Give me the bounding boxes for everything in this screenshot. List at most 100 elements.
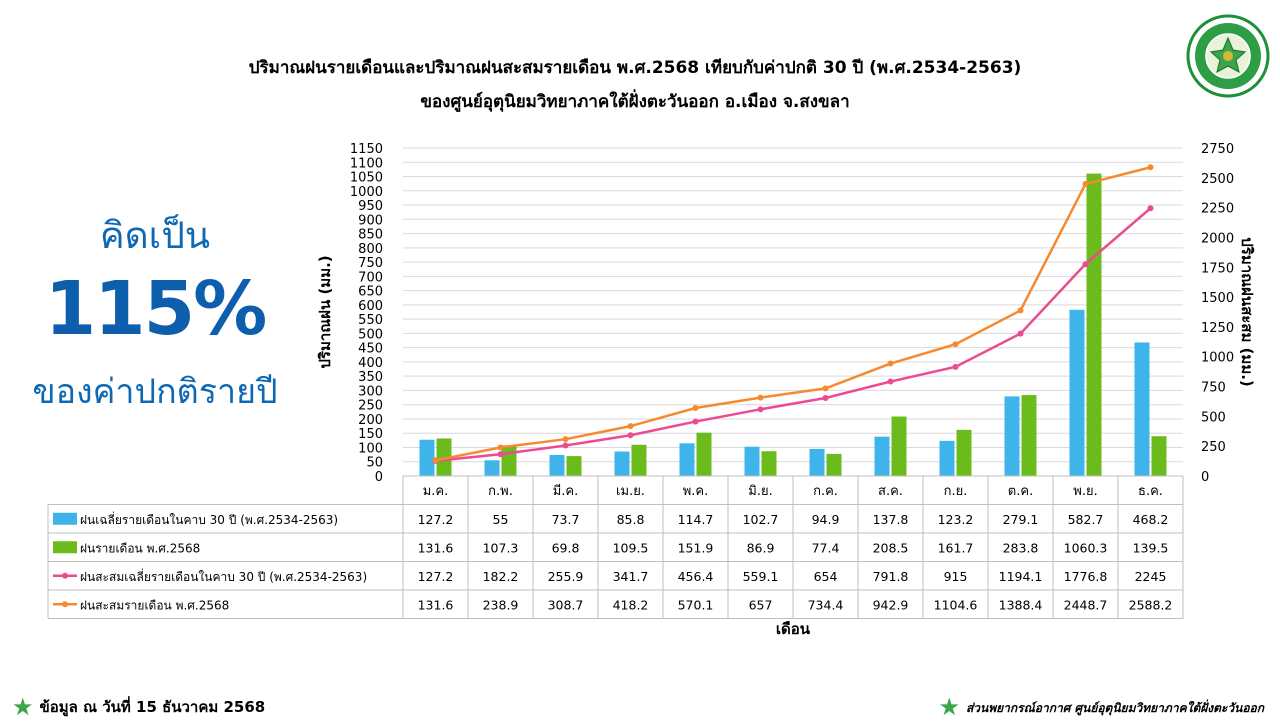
legend-swatch [53,541,77,554]
bar-normal [1069,309,1085,476]
percent-subcaption: ของค่าปกติรายปี [32,372,278,412]
data-table-cell: 94.9 [812,512,840,527]
y-tick-label: 450 [358,342,383,357]
data-table-cell: 942.9 [873,597,909,612]
line-point [692,418,699,425]
x-tick-label: พ.ย. [1073,484,1097,499]
y-tick-label: 1100 [350,156,383,171]
data-table-cell: 456.4 [678,569,714,584]
data-date-note: ★ ข้อมูล ณ วันที่ 15 ธันวาคม 2568 [12,693,265,721]
y-tick-label: 600 [358,299,383,314]
legend-label: ฝนเฉลี่ยรายเดือนในคาบ 30 ปี (พ.ศ.2534-25… [80,511,338,527]
line-point [952,341,959,348]
y-tick-label: 200 [358,413,383,428]
y-tick-label: 0 [375,470,383,485]
bar-normal [874,436,890,476]
star-icon: ★ [12,693,34,721]
y2-tick-label: 1250 [1201,321,1234,336]
data-table-cell: 107.3 [483,540,519,555]
data-table-cell: 2588.2 [1129,597,1173,612]
data-table-cell: 654 [814,569,838,584]
bar-monthly-2568 [566,456,582,476]
y2-tick-label: 1750 [1201,261,1234,276]
bar-normal [484,460,500,476]
data-table-cell: 127.2 [418,569,454,584]
x-tick-label: ส.ค. [878,484,903,499]
y2-tick-label: 1000 [1201,351,1234,366]
data-table-cell: 283.8 [1003,540,1039,555]
data-table-cell: 582.7 [1068,512,1104,527]
bar-normal [679,443,695,476]
data-table-cell: 131.6 [418,597,454,612]
x-tick-label: ก.ค. [813,484,838,499]
data-table-cell: 1776.8 [1064,569,1108,584]
legend-label: ฝนสะสมเฉลี่ยรายเดือนในคาบ 30 ปี (พ.ศ.253… [80,568,367,584]
y2-tick-label: 750 [1201,381,1226,396]
data-table-cell: 418.2 [613,597,649,612]
bar-normal [939,440,955,476]
data-table-cell: 109.5 [613,540,649,555]
y-tick-label: 550 [358,313,383,328]
line-point [1147,205,1154,212]
data-table-cell: 114.7 [678,512,714,527]
y-tick-label: 750 [358,256,383,271]
y2-tick-label: 500 [1201,410,1226,425]
line-cumulative-2568 [435,166,1151,462]
y-tick-label: 400 [358,356,383,371]
data-table-cell: 238.9 [483,597,519,612]
line-point [757,406,764,413]
data-table-cell: 137.8 [873,512,909,527]
line-point [887,360,894,367]
legend-label: ฝนสะสมรายเดือน พ.ศ.2568 [80,598,229,612]
x-axis-title: เดือน [776,620,811,638]
bar-normal [809,448,825,476]
y-tick-label: 100 [358,441,383,456]
bar-monthly-2568 [891,416,907,476]
bar-normal [1134,342,1150,476]
y-tick-label: 800 [358,242,383,257]
line-point [627,432,634,439]
percent-caption: คิดเป็น [99,214,211,257]
y-tick-label: 850 [358,228,383,243]
data-table-cell: 102.7 [743,512,779,527]
data-table-cell: 1104.6 [934,597,978,612]
data-table-cell: 182.2 [483,569,519,584]
data-table-cell: 657 [749,597,773,612]
data-table-cell: 734.4 [808,597,844,612]
line-point [952,363,959,370]
x-tick-label: พ.ค. [683,484,709,499]
x-tick-label: มิ.ย. [748,484,772,499]
data-table-cell: 1388.4 [999,597,1043,612]
data-table-cell: 468.2 [1133,512,1169,527]
y-tick-label: 900 [358,213,383,228]
line-point [432,457,439,464]
source-credit: ★ ส่วนพยากรณ์อากาศ ศูนย์อุตุนิยมวิทยาภาคใ… [938,693,1264,721]
data-table-cell: 161.7 [938,540,974,555]
bar-monthly-2568 [436,438,452,476]
line-point [692,405,699,412]
legend-swatch [62,601,68,608]
legend-swatch [53,512,77,525]
data-table-cell: 791.8 [873,569,909,584]
x-tick-label: ม.ค. [423,484,449,499]
y-tick-label: 650 [358,285,383,300]
x-tick-label: ธ.ค. [1138,484,1163,499]
bar-normal [549,454,565,476]
bar-normal [744,446,760,476]
source-credit-text: ส่วนพยากรณ์อากาศ ศูนย์อุตุนิยมวิทยาภาคใต… [965,701,1264,715]
bar-monthly-2568 [956,429,972,476]
chart-title-line2: ของศูนย์อุตุนิยมวิทยาภาคใต้ฝั่งตะวันออก … [420,92,850,112]
data-table-cell: 77.4 [812,540,840,555]
data-table-cell: 55 [493,512,509,527]
data-table-cell: 559.1 [743,569,779,584]
percent-of-normal-value: 115% [44,266,268,352]
bar-monthly-2568 [631,444,647,476]
data-table-cell: 73.7 [552,512,580,527]
line-point [562,436,569,443]
bar-monthly-2568 [1151,436,1167,476]
data-table-cell: 85.8 [617,512,645,527]
y-axis-title: ปริมาณฝน (มม.) [316,255,334,368]
y2-tick-label: 2500 [1201,172,1234,187]
bar-monthly-2568 [1086,173,1102,477]
